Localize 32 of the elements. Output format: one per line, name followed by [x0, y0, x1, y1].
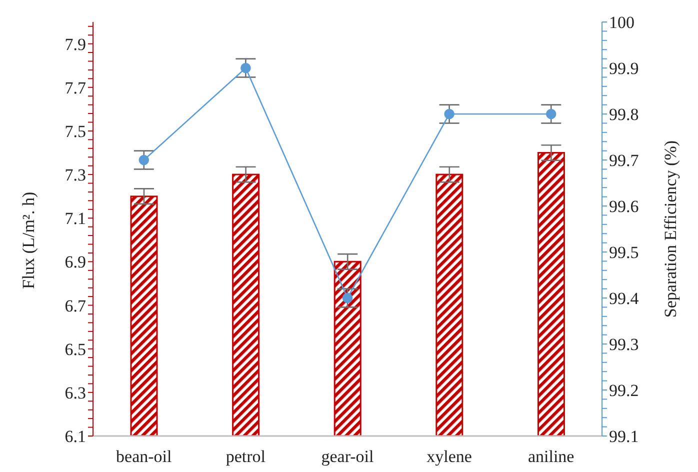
y2-tick-label: 100	[609, 13, 634, 32]
y-tick-label: 6.5	[64, 340, 86, 359]
y-tick-label: 7.7	[64, 78, 86, 98]
y-axis-title: Flux (L/m². h)	[19, 192, 38, 289]
x-tick-label: bean-oil	[116, 447, 172, 466]
y2-tick-label: 99.8	[609, 105, 639, 124]
x-tick-label: petrol	[226, 447, 266, 466]
y2-tick-label: 99.7	[609, 151, 640, 170]
y-tick-label: 6.7	[64, 296, 86, 316]
y2-tick-label: 99.1	[609, 427, 639, 446]
y-tick-label: 7.1	[64, 209, 86, 228]
y-tick-label: 7.3	[64, 166, 86, 185]
y-tick-label: 7.5	[64, 122, 86, 141]
point	[240, 62, 251, 74]
y-tick-label: 6.9	[64, 252, 86, 272]
y-tick-label: 7.9	[64, 34, 86, 54]
y2-tick-label: 99.5	[609, 243, 639, 262]
y-tick-label: 6.1	[64, 427, 86, 446]
x-tick-label: gear-oil	[321, 447, 374, 466]
point	[546, 108, 556, 120]
y2-tick-label: 99.3	[609, 335, 639, 354]
point	[444, 108, 454, 120]
y2-axis-title: Separation Efficiency (%)	[661, 140, 680, 318]
x-tick-label: xylene	[426, 447, 472, 466]
y2-tick-label: 99.6	[609, 197, 639, 216]
point	[342, 292, 353, 304]
y-tick-label: 6.3	[64, 383, 86, 402]
y2-tick-label: 99.9	[609, 59, 639, 78]
x-tick-label: aniline	[528, 447, 574, 466]
y2-tick-label: 99.2	[609, 381, 639, 400]
y2-tick-label: 99.4	[609, 289, 640, 308]
point	[138, 154, 150, 166]
